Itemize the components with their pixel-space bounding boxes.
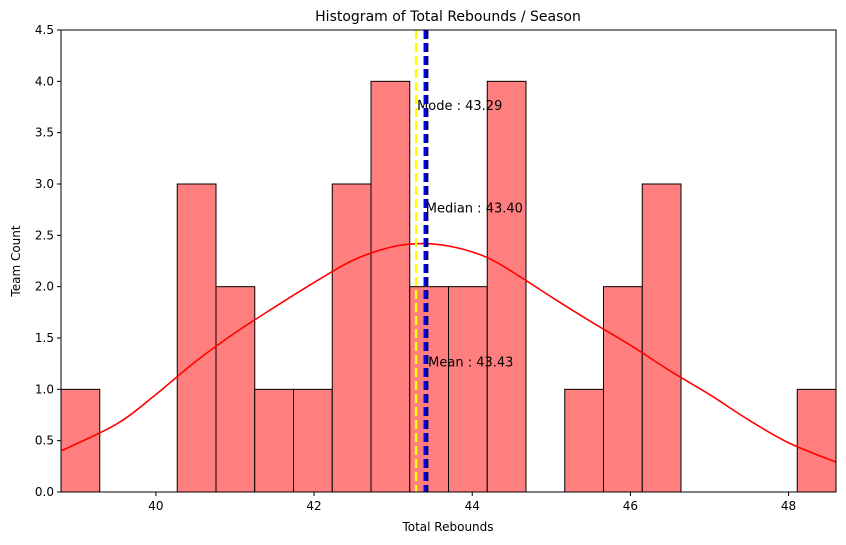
histogram-bar: [176, 183, 217, 493]
x-tick-label: 40: [148, 499, 163, 513]
histogram-bar: [486, 80, 527, 493]
y-tick-label: 4.5: [35, 23, 54, 37]
y-tick-label: 4.0: [35, 74, 54, 88]
chart-title: Histogram of Total Rebounds / Season: [315, 9, 581, 25]
y-tick-label: 2.0: [35, 280, 54, 294]
y-tick-label: 0.5: [35, 434, 54, 448]
mean-annotation: Mean : 43.43: [428, 356, 513, 371]
x-tick-label: 48: [781, 499, 796, 513]
x-tick-label: 44: [465, 499, 480, 513]
x-tick-label: 46: [623, 499, 638, 513]
y-tick-label: 1.5: [35, 331, 54, 345]
y-tick-label: 3.5: [35, 126, 54, 140]
kde-curve: [60, 242, 837, 463]
y-axis: 0.0 0.5 1.0 1.5 2.0 2.5 3.0 3.5 4.0 4.5: [35, 23, 61, 499]
y-axis-label: Team Count: [9, 225, 23, 297]
kde-curve-group: [60, 242, 837, 463]
y-tick-label: 3.0: [35, 177, 54, 191]
y-tick-label: 1.0: [35, 382, 54, 396]
y-tick-label: 2.5: [35, 228, 54, 242]
stat-lines: Mode : 43.29 Median : 43.40 Mean : 43.43: [414, 30, 523, 492]
histogram-bar: [254, 388, 294, 493]
y-tick-label: 0.0: [35, 485, 54, 499]
histogram-bar: [60, 388, 101, 493]
median-annotation: Median : 43.40: [426, 202, 523, 217]
mode-annotation: Mode : 43.29: [417, 99, 502, 114]
histogram-bar: [293, 388, 333, 493]
histogram-bars: [60, 80, 837, 493]
x-axis-label: Total Rebounds: [401, 520, 493, 534]
histogram-bar: [641, 183, 682, 493]
x-tick-label: 42: [306, 499, 321, 513]
plot-frame: [60, 29, 837, 493]
histogram-bar: [370, 80, 411, 493]
histogram-bar: [448, 286, 488, 493]
histogram-bar: [215, 286, 256, 493]
plot-area: Mode : 43.29 Median : 43.40 Mean : 43.43: [60, 29, 837, 493]
histogram-bar: [564, 388, 604, 493]
histogram-bar: [603, 286, 643, 493]
x-axis: 40 42 44 46 48: [148, 492, 796, 513]
histogram-bar: [796, 388, 837, 493]
histogram-bar: [331, 183, 372, 493]
